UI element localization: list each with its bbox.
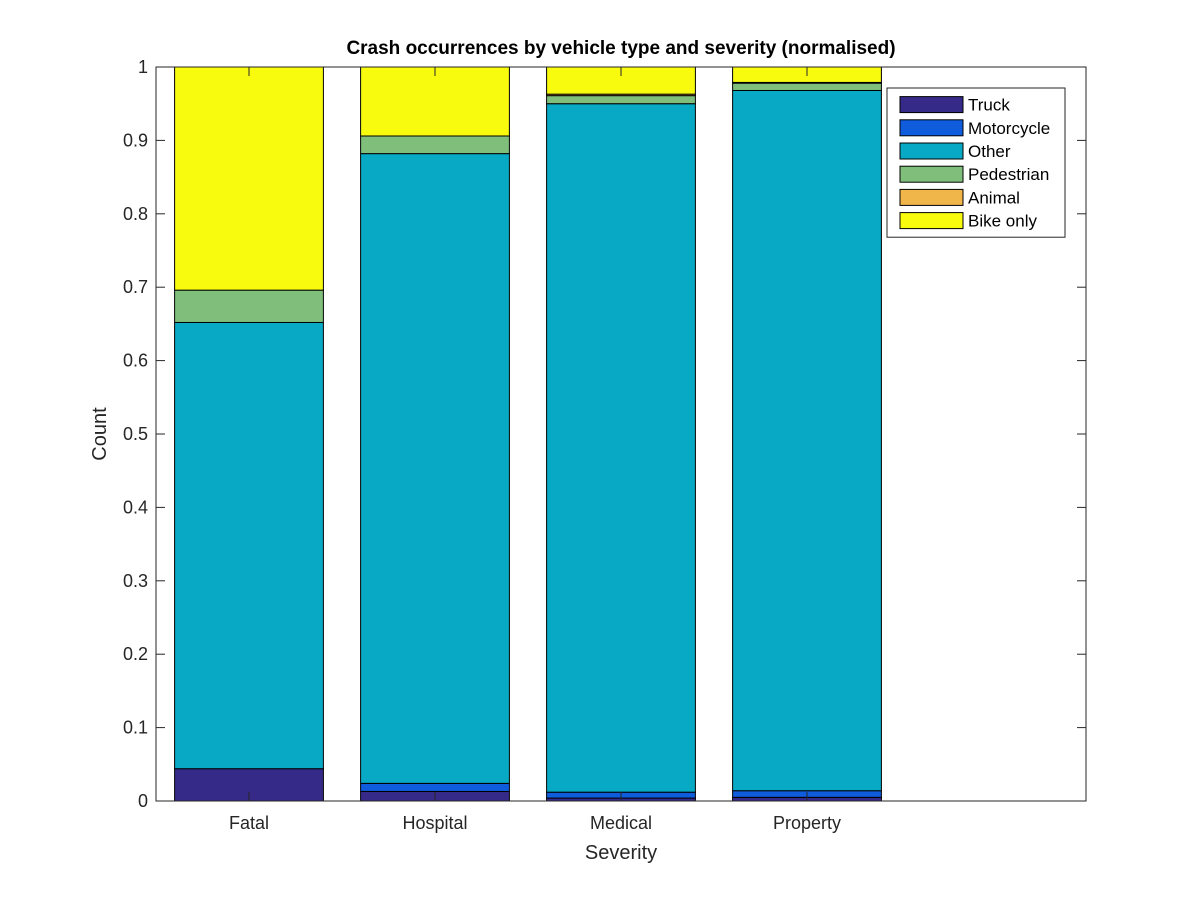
legend-label-truck: Truck bbox=[968, 96, 1010, 115]
bar-segment-medical-other bbox=[546, 103, 696, 793]
y-tick-label: 0 bbox=[138, 791, 148, 811]
legend: Truck Motorcycle Other Pedestrian Animal Bike… bbox=[886, 87, 1066, 238]
bar-segment-hospital-motorcycle bbox=[360, 782, 510, 792]
y-tick-label: 0.2 bbox=[123, 644, 148, 664]
bar-segment-property-pedestrian bbox=[732, 82, 882, 91]
legend-label-animal: Animal bbox=[968, 188, 1020, 207]
legend-label-pedestrian: Pedestrian bbox=[968, 165, 1049, 184]
x-tick-label: Property bbox=[773, 813, 841, 833]
chart-title: Crash occurrences by vehicle type and se… bbox=[346, 38, 895, 59]
bar-segment-medical-pedestrian bbox=[546, 95, 696, 105]
bar-segment-hospital-other bbox=[360, 153, 510, 784]
bar-segment-fatal-pedestrian bbox=[174, 289, 324, 323]
bar-segment-property-other bbox=[732, 89, 882, 792]
bar-segment-hospital-bike-only bbox=[360, 66, 510, 137]
x-tick-label: Hospital bbox=[402, 813, 467, 833]
ticks-layer: 0 0.1 0.2 0.3 0.4 0.5 0.6 0.7 0.8 0.9 1 Fatal Hospit… bbox=[123, 57, 1086, 833]
bar-segment-fatal-other bbox=[174, 321, 324, 770]
y-tick-label: 0.7 bbox=[123, 277, 148, 297]
y-tick-label: 0.1 bbox=[123, 718, 148, 738]
legend-label-other: Other bbox=[968, 142, 1011, 161]
legend-swatch-motorcycle bbox=[899, 119, 964, 137]
y-tick-label: 0.9 bbox=[123, 130, 148, 150]
legend-swatch-pedestrian bbox=[899, 165, 964, 183]
y-axis-title: Count bbox=[89, 407, 111, 461]
y-tick-label: 1 bbox=[138, 57, 148, 77]
legend-swatch-other bbox=[899, 142, 964, 160]
legend-label-bike-only: Bike only bbox=[968, 212, 1037, 231]
y-tick-label: 0.8 bbox=[123, 204, 148, 224]
legend-swatch-animal bbox=[899, 188, 964, 206]
legend-swatch-bike-only bbox=[899, 212, 964, 230]
y-tick-label: 0.5 bbox=[123, 424, 148, 444]
x-tick-label: Medical bbox=[590, 813, 652, 833]
y-tick-label: 0.3 bbox=[123, 571, 148, 591]
y-tick-label: 0.4 bbox=[123, 497, 148, 517]
bar-segment-hospital-pedestrian bbox=[360, 135, 510, 155]
legend-label-motorcycle: Motorcycle bbox=[968, 119, 1050, 138]
y-tick-label: 0.6 bbox=[123, 351, 148, 371]
bar-segment-fatal-bike-only bbox=[174, 66, 324, 291]
bars-layer bbox=[174, 66, 882, 802]
legend-swatch-truck bbox=[899, 96, 964, 114]
x-axis-title: Severity bbox=[585, 842, 657, 864]
x-tick-label: Fatal bbox=[229, 813, 269, 833]
